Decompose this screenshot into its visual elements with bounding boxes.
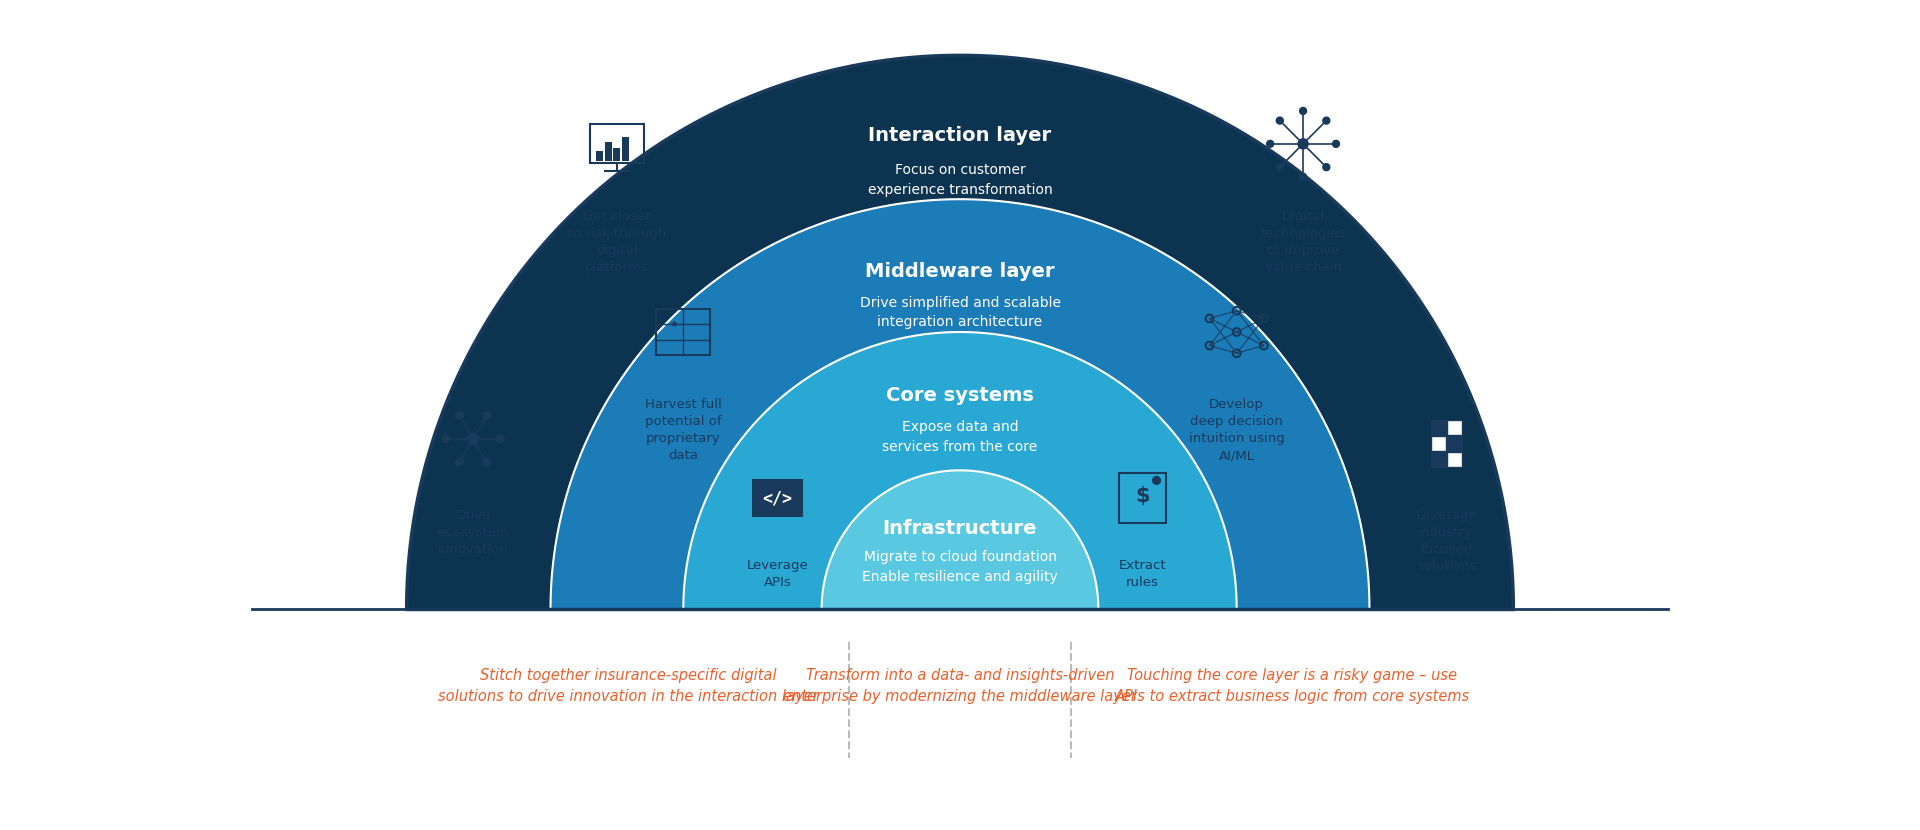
Text: Drive
ecosystem
innovation: Drive ecosystem innovation — [438, 509, 509, 556]
Bar — [1448, 452, 1461, 467]
Circle shape — [482, 458, 490, 466]
Text: Focus on customer
experience transformation: Focus on customer experience transformat… — [868, 163, 1052, 197]
Text: Digital
technologies
to improve
value chain: Digital technologies to improve value ch… — [1260, 210, 1346, 274]
Bar — [1448, 436, 1461, 451]
Text: $: $ — [1135, 486, 1150, 506]
Text: Get closer
to risk through
digital
platforms: Get closer to risk through digital platf… — [568, 210, 666, 274]
Circle shape — [1300, 173, 1306, 180]
Circle shape — [468, 433, 478, 444]
Text: Interaction layer: Interaction layer — [868, 126, 1052, 145]
Polygon shape — [407, 56, 1513, 608]
Text: Stitch together insurance-specific digital
solutions to drive innovation in the : Stitch together insurance-specific digit… — [438, 668, 818, 704]
Text: Extract
rules: Extract rules — [1119, 559, 1167, 588]
Bar — [622, 137, 630, 161]
Bar — [612, 149, 620, 161]
Bar — [1430, 420, 1446, 435]
Bar — [1448, 420, 1461, 435]
Text: Expose data and
services from the core: Expose data and services from the core — [883, 420, 1037, 454]
Text: Migrate to cloud foundation
Enable resilience and agility: Migrate to cloud foundation Enable resil… — [862, 550, 1058, 584]
Text: </>: </> — [762, 489, 793, 507]
Circle shape — [1323, 164, 1331, 171]
Circle shape — [1152, 476, 1160, 484]
Text: Core systems: Core systems — [885, 386, 1035, 405]
Text: Leverage
APIs: Leverage APIs — [747, 559, 808, 588]
Circle shape — [442, 435, 449, 442]
Circle shape — [1267, 140, 1273, 148]
Bar — [597, 151, 603, 161]
Bar — [1119, 473, 1165, 523]
Polygon shape — [551, 199, 1369, 608]
Bar — [657, 309, 710, 355]
Text: Infrastructure: Infrastructure — [883, 519, 1037, 538]
Circle shape — [1277, 117, 1283, 124]
Text: Leverage
industry-
focused
solutions: Leverage industry- focused solutions — [1417, 509, 1478, 573]
FancyBboxPatch shape — [753, 479, 803, 517]
Polygon shape — [684, 332, 1236, 608]
Circle shape — [1332, 140, 1340, 148]
Circle shape — [455, 412, 463, 419]
Text: Drive simplified and scalable
integration architecture: Drive simplified and scalable integratio… — [860, 295, 1060, 330]
Text: Develop
deep decision
intuition using
AI/ML: Develop deep decision intuition using AI… — [1188, 398, 1284, 462]
Circle shape — [455, 458, 463, 466]
Bar — [605, 143, 612, 161]
Bar — [1430, 452, 1446, 467]
Text: Transform into a data- and insights-driven
enterprise by modernizing the middlew: Transform into a data- and insights-driv… — [783, 668, 1137, 704]
Circle shape — [1300, 107, 1306, 115]
Polygon shape — [822, 471, 1098, 608]
Bar — [1430, 436, 1446, 451]
Text: Harvest full
potential of
proprietary
data: Harvest full potential of proprietary da… — [645, 398, 722, 462]
Text: Middleware layer: Middleware layer — [866, 261, 1054, 281]
Circle shape — [1277, 164, 1283, 171]
Circle shape — [1323, 117, 1331, 124]
Circle shape — [482, 412, 490, 419]
Circle shape — [495, 435, 505, 442]
Text: Touching the core layer is a risky game – use
APIs to extract business logic fro: Touching the core layer is a risky game … — [1114, 668, 1469, 704]
Circle shape — [1298, 139, 1308, 149]
Text: ★: ★ — [670, 319, 678, 330]
